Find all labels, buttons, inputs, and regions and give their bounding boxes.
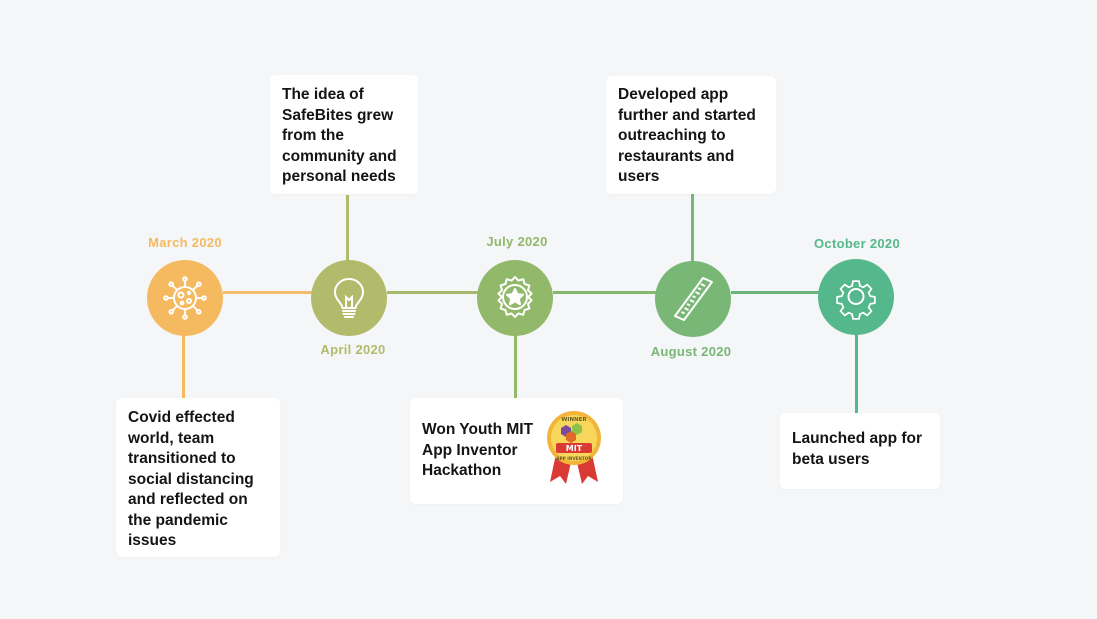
milestone-april-card: The idea of SafeBites grew from the comm… — [270, 75, 418, 194]
milestone-july-date: July 2020 — [486, 234, 548, 249]
connector-july-card — [514, 335, 517, 399]
ruler-icon — [674, 277, 713, 321]
connector-august-card — [691, 194, 694, 262]
connector-april-july — [387, 291, 480, 294]
milestone-august-date: August 2020 — [650, 344, 732, 359]
badge-main-text: MIT — [566, 444, 583, 453]
badge-top-text: WINNER — [561, 417, 587, 423]
gear-icon — [836, 280, 876, 320]
badge-bottom-text: APP INVENTOR — [556, 456, 592, 461]
milestone-october-date: October 2020 — [814, 236, 900, 251]
milestone-july-card: Won Youth MIT App Inventor Hackathon WIN… — [410, 398, 623, 504]
milestone-march-card: Covid effected world, team transitioned … — [116, 398, 280, 557]
star-badge-icon — [497, 276, 533, 318]
milestone-july-text: Won Youth MIT App Inventor Hackathon — [422, 421, 534, 479]
connector-march-april — [223, 291, 313, 294]
milestone-october-card: Launched app for beta users — [780, 413, 940, 489]
virus-icon — [163, 276, 207, 320]
milestone-april-date: April 2020 — [320, 342, 386, 357]
milestone-march-node — [147, 260, 223, 336]
milestone-august-node — [655, 261, 731, 337]
milestone-july-node — [477, 260, 553, 336]
milestone-april-node — [311, 260, 387, 336]
connector-august-october — [731, 291, 821, 294]
milestone-march-date: March 2020 — [148, 235, 222, 250]
connector-october-card — [855, 333, 858, 413]
award-ribbon-icon: WINNER MIT APP INVENTOR — [547, 411, 601, 484]
milestone-october-node — [818, 259, 894, 335]
connector-april-card — [346, 195, 349, 261]
winner-badge: WINNER MIT APP INVENTOR — [544, 410, 604, 488]
milestone-august-card: Developed app further and started outrea… — [606, 76, 776, 194]
lightbulb-icon — [333, 277, 365, 318]
connector-march-card — [182, 335, 185, 399]
connector-july-august — [553, 291, 657, 294]
